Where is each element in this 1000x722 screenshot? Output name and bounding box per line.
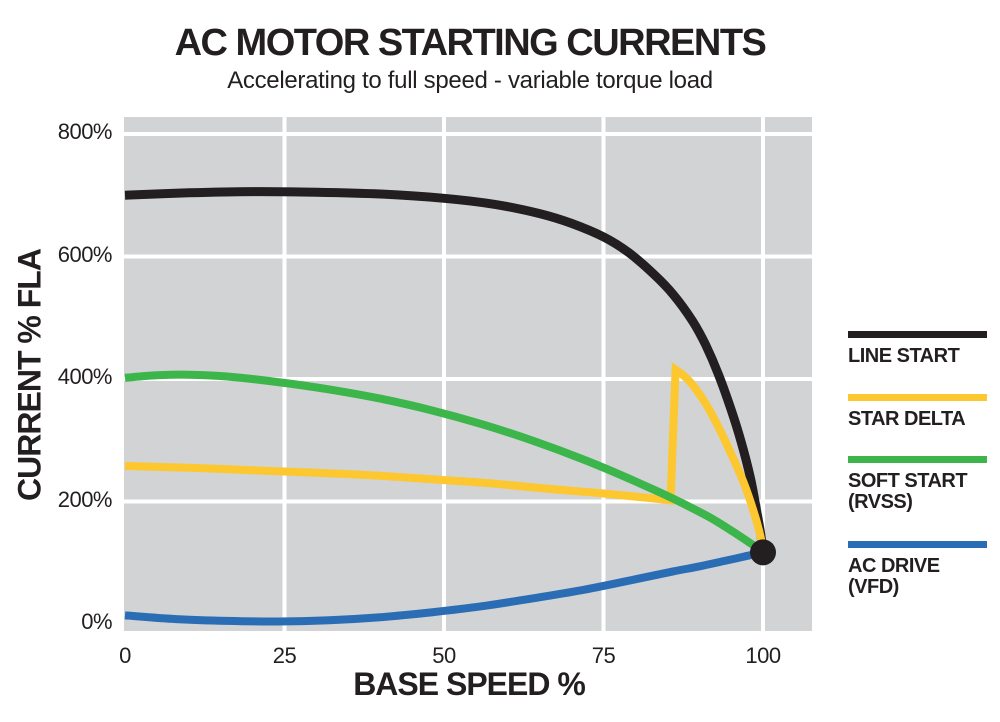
legend-label-soft-start-rvss-line-2: (RVSS): [848, 491, 913, 513]
x-tick-label-75: 75: [591, 643, 616, 668]
series-curve-ac-drive-vfd: [124, 548, 764, 626]
legend-item-line-start: LINE START: [848, 331, 998, 367]
y-tick-label-0: 0%: [81, 609, 112, 634]
legend-label-soft-start-rvss-line-1: SOFT START: [848, 470, 968, 492]
y-tick-label-800: 800%: [57, 119, 113, 144]
legend-label-line-start-line-1: LINE START: [848, 345, 960, 367]
y-tick-label-400: 400%: [57, 364, 113, 389]
x-axis-title: BASE SPEED %: [353, 666, 586, 702]
legend-swatch-soft-start-rvss: [848, 456, 987, 463]
series-curve-star-delta: [124, 362, 767, 552]
x-tick-label-0: 0: [119, 643, 131, 668]
legend-label-star-delta-line-1: STAR DELTA: [848, 408, 966, 430]
chart-title: AC MOTOR STARTING CURRENTS: [174, 22, 767, 64]
y-axis-title: CURRENT % FLA: [11, 249, 48, 501]
y-tick-label-200: 200%: [57, 486, 113, 512]
legend-item-star-delta: STAR DELTA: [848, 394, 998, 430]
legend-item-ac-drive-vfd: AC DRIVE (VFD): [848, 541, 998, 598]
y-tick-label-600: 600%: [57, 241, 113, 267]
legend-swatch-line-start: [848, 331, 987, 338]
legend-swatch-ac-drive-vfd: [848, 541, 987, 548]
legend-label-ac-drive-vfd-line-2: (VFD): [848, 576, 899, 598]
legend: LINE START STAR DELTA SOFT START (RVSS) AC D…: [848, 0, 998, 722]
series-curve-soft-start-rvss: [124, 370, 766, 556]
legend-swatch-star-delta: [848, 394, 987, 401]
x-tick-label-50: 50: [432, 643, 456, 668]
full-speed-end-marker: [750, 539, 776, 566]
x-tick-label-25: 25: [272, 643, 297, 668]
chart-subtitle: Accelerating to full speed - variable to…: [227, 67, 713, 94]
series-curve-line-start: [124, 187, 768, 553]
legend-label-ac-drive-vfd-line-1: AC DRIVE: [848, 555, 940, 577]
x-tick-label-100: 100: [745, 643, 781, 668]
legend-item-soft-start-rvss: SOFT START (RVSS): [848, 456, 998, 513]
